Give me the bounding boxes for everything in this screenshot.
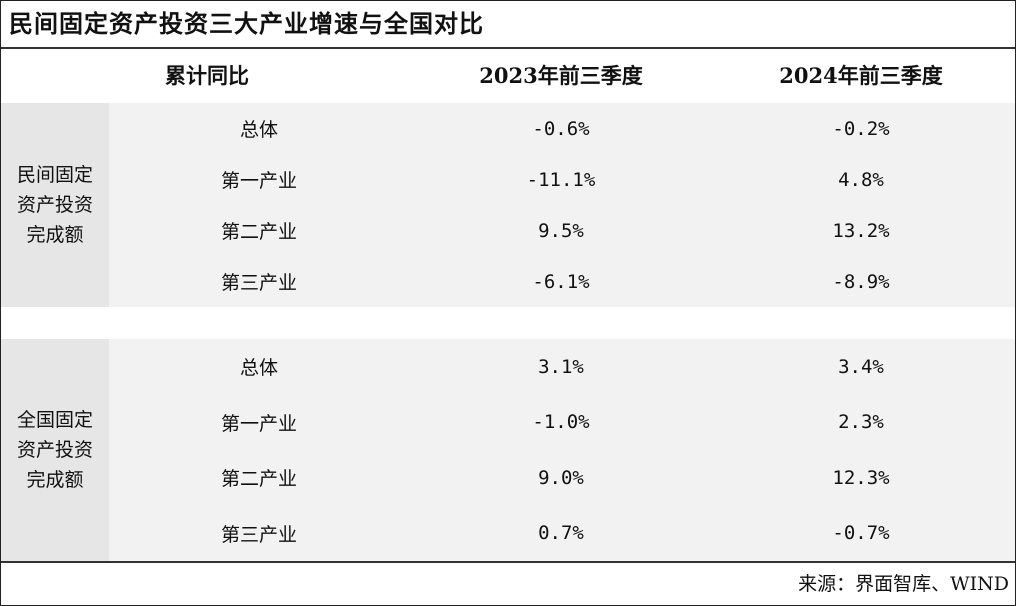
footer-divider [1,561,1015,563]
row-name: 第二产业 [220,468,297,491]
source-note: 来源：界面智库、WIND [798,573,1009,595]
row-name: 第一产业 [220,170,297,192]
table-row: 第三产业 0.7% -0.7% [109,506,1015,562]
value-2024: -8.9% [832,270,890,293]
value-2023: 3.1% [538,355,584,378]
value-2023: 9.5% [538,219,584,242]
header-2024-q1-q3: 2024年前三季度 [779,63,943,88]
section-spacer [1,307,1015,339]
value-2024: 4.8% [838,168,884,191]
table-row: 总体 3.1% 3.4% [109,339,1015,395]
table-row: 第一产业 -11.1% 4.8% [109,154,1015,205]
value-2023: -0.6% [532,117,590,140]
table-row: 第二产业 9.0% 12.3% [109,450,1015,506]
value-2024: 3.4% [838,355,884,378]
table-row: 总体 -0.6% -0.2% [109,103,1015,154]
header-2023-q1-q3: 2023年前三季度 [479,63,643,88]
value-2023: 9.0% [538,466,584,489]
group-private-investment: 民间固定 资产投资 完成额 总体 -0.6% -0.2% 第一产业 -11.1%… [1,103,1015,307]
row-name: 总体 [239,357,278,380]
row-name: 总体 [239,119,278,141]
row-name: 第一产业 [220,412,297,435]
value-2024: 13.2% [832,219,890,242]
header-metric: 累计同比 [165,63,249,88]
group-rows: 总体 3.1% 3.4% 第一产业 -1.0% 2.3% 第二产业 9.0% 1… [109,339,1015,561]
table-row: 第一产业 -1.0% 2.3% [109,395,1015,451]
table-header: 累计同比 2023年前三季度 2024年前三季度 [1,49,1015,103]
group-label: 民间固定 资产投资 完成额 [1,103,109,307]
value-2024: 12.3% [832,466,890,489]
value-2023: -11.1% [526,168,596,191]
group-national-investment: 全国固定 资产投资 完成额 总体 3.1% 3.4% 第一产业 -1.0% 2.… [1,339,1015,561]
value-2023: -1.0% [532,411,590,434]
table-row: 第二产业 9.5% 13.2% [109,205,1015,256]
value-2024: -0.7% [832,522,890,545]
value-2023: 0.7% [538,522,584,545]
group-label: 全国固定 资产投资 完成额 [1,339,109,561]
row-name: 第二产业 [220,221,297,243]
row-name: 第三产业 [220,272,297,294]
group-rows: 总体 -0.6% -0.2% 第一产业 -11.1% 4.8% 第二产业 9.5… [109,103,1015,307]
table-row: 第三产业 -6.1% -8.9% [109,256,1015,307]
value-2023: -6.1% [532,270,590,293]
table-title: 民间固定资产投资三大产业增速与全国对比 [1,1,1015,49]
value-2024: -0.2% [832,117,890,140]
row-name: 第三产业 [220,523,297,546]
value-2024: 2.3% [838,411,884,434]
